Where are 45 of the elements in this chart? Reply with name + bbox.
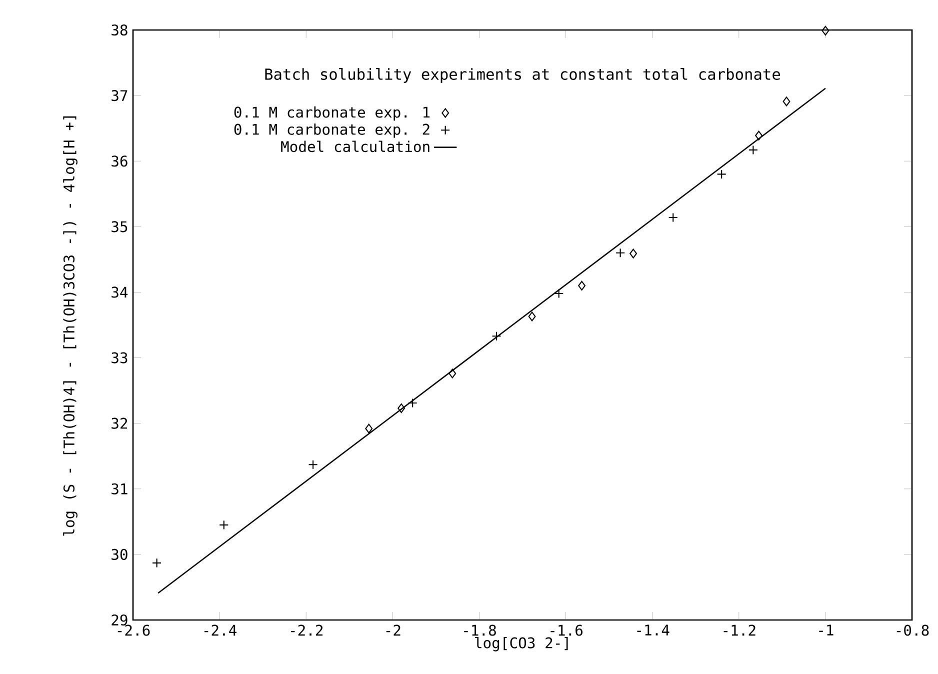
text: Batch solubility experiments at constant total carbonate <box>265 68 780 83</box>
x-tick-label: -1.6 <box>550 624 582 636</box>
point <box>716 169 726 180</box>
point <box>668 212 678 222</box>
y-tick-label: 35 <box>112 221 128 232</box>
point <box>755 130 763 140</box>
y-tick-label: 32 <box>112 418 128 429</box>
legend-label: 0.1 M carbonate exp. 2 <box>234 124 430 138</box>
y-tick-label: 31 <box>112 483 128 494</box>
x-tick-label: -0.8 <box>896 624 929 636</box>
point <box>398 403 406 414</box>
point <box>578 280 586 290</box>
point <box>554 288 564 298</box>
point <box>630 248 638 258</box>
point <box>822 26 830 36</box>
point <box>748 145 758 155</box>
legend-label: Model calculation <box>281 140 430 152</box>
y-axis-title: log (S - [Th(OH)4] - [Th(OH)3CO3 -]) - 4log[H +] <box>63 116 78 536</box>
y-tick-label: 37 <box>112 90 128 102</box>
point <box>308 460 318 470</box>
point <box>492 331 502 341</box>
y-tick-label: 36 <box>112 156 128 167</box>
x-tick-label: -1.2 <box>724 624 756 636</box>
point <box>365 424 373 434</box>
x-tick-label: -2.6 <box>118 624 150 636</box>
point <box>152 558 162 568</box>
point <box>528 312 536 322</box>
y-tick-label: 30 <box>112 548 128 560</box>
point <box>616 248 626 258</box>
point <box>448 368 456 378</box>
point <box>408 398 418 408</box>
x-tick-label: -2.4 <box>204 624 237 636</box>
x-tick-label: -2 <box>386 624 400 636</box>
y-tick-label: 29 <box>112 614 128 626</box>
point <box>782 96 790 106</box>
legend-label: 0.1 M carbonate exp. 1 <box>234 106 430 121</box>
y-tick-label: 33 <box>112 352 128 364</box>
x-tick-label: -1.4 <box>637 624 670 636</box>
x-tick-label: -1.8 <box>464 624 496 636</box>
y-tick-label: 34 <box>112 286 128 298</box>
y-tick-label: 38 <box>112 24 128 36</box>
x-tick-label: -2.2 <box>291 624 323 636</box>
x-axis-title: log[CO3 2-] <box>475 636 568 652</box>
point <box>219 520 229 530</box>
x-tick-label: -1 <box>819 624 834 636</box>
